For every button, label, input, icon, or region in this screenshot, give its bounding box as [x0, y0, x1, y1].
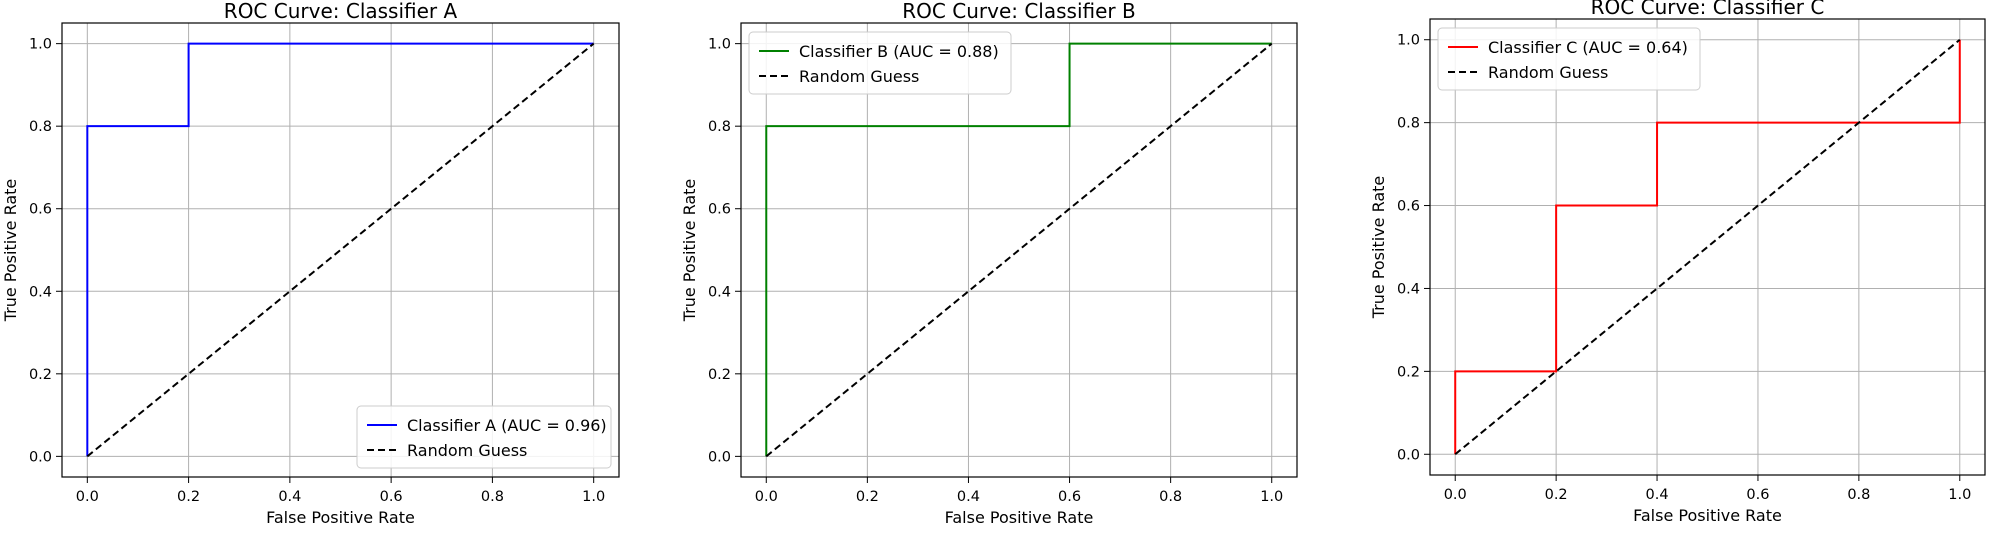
chart-title: ROC Curve: Classifier B	[902, 0, 1135, 23]
y-tick-label: 0.0	[708, 449, 731, 465]
x-axis-label: False Positive Rate	[266, 508, 415, 527]
random-guess-line	[765, 42, 1273, 458]
chart-title: ROC Curve: Classifier A	[224, 0, 458, 23]
random-guess-line	[86, 42, 595, 458]
roc-curve-line	[86, 42, 594, 457]
y-tick-label: 0.4	[29, 284, 52, 300]
x-tick-label: 0.6	[380, 489, 403, 505]
x-tick-label: 0.2	[856, 489, 879, 505]
legend-box	[748, 31, 1012, 95]
chart-title: ROC Curve: Classifier C	[1591, 0, 1825, 19]
x-tick-label: 0.8	[481, 489, 504, 505]
x-tick-label: 0.4	[278, 489, 301, 505]
roc-curve-line	[765, 42, 1272, 457]
y-tick-label: 1.0	[29, 37, 52, 53]
x-tick-label: 0.4	[1646, 487, 1669, 503]
legend-entry: Classifier A (AUC = 0.96)	[407, 416, 607, 435]
x-tick-label: 0.8	[1847, 487, 1870, 503]
y-tick-label: 0.2	[29, 367, 52, 383]
legend: Classifier C (AUC = 0.64) Random Guess	[1437, 27, 1701, 91]
x-tick-label: 1.0	[1948, 487, 1971, 503]
plot-frame	[61, 22, 620, 478]
y-tick-label: 1.0	[1397, 33, 1420, 49]
legend-entry: Classifier C (AUC = 0.64)	[1488, 38, 1688, 57]
x-tick-label: 0.8	[1159, 489, 1182, 505]
chart-panel-2: 0.0 0.2 0.4 0.6 0.8 1.0 0.0 0.2 0.4 0.6 0.8 1.0 ROC …	[680, 0, 1298, 527]
legend-entry: Random Guess	[799, 67, 919, 86]
chart-panel-3: 0.0 0.2 0.4 0.6 0.8 1.0 0.0 0.2 0.4 0.6 0.8 1.0 ROC …	[1369, 0, 1986, 525]
chart-panel-1: 0.0 0.2 0.4 0.6 0.8 1.0 0.0 0.2 0.4 0.6 0.8 1.0 ROC …	[1, 0, 620, 527]
y-tick-label: 0.2	[1397, 364, 1420, 380]
y-tick-label: 0.6	[1397, 199, 1420, 215]
x-tick-label: 1.0	[1260, 489, 1283, 505]
x-tick-label: 0.0	[1444, 487, 1467, 503]
y-axis-label: True Positive Rate	[1, 179, 20, 323]
y-tick-label: 0.8	[29, 119, 52, 135]
x-tick-label: 0.0	[755, 489, 778, 505]
x-tick-label: 0.6	[1058, 489, 1081, 505]
x-tick-label: 0.4	[957, 489, 980, 505]
y-tick-label: 1.0	[708, 37, 731, 53]
y-tick-label: 0.0	[1397, 447, 1420, 463]
y-axis-label: True Positive Rate	[680, 179, 699, 323]
legend-box	[1437, 27, 1701, 91]
y-tick-label: 0.8	[708, 119, 731, 135]
y-tick-label: 0.4	[1397, 281, 1420, 297]
y-tick-label: 0.2	[708, 367, 731, 383]
legend-entry: Random Guess	[1488, 63, 1608, 82]
x-tick-label: 0.0	[76, 489, 99, 505]
legend-box	[356, 405, 612, 469]
legend-entry: Random Guess	[407, 441, 527, 460]
y-axis-label: True Positive Rate	[1369, 176, 1388, 320]
x-tick-label: 0.2	[1545, 487, 1568, 503]
legend-entry: Classifier B (AUC = 0.88)	[799, 42, 999, 61]
x-axis-label: False Positive Rate	[945, 508, 1094, 527]
plot-frame	[740, 22, 1298, 478]
legend: Classifier B (AUC = 0.88) Random Guess	[748, 31, 1012, 95]
y-tick-label: 0.6	[29, 202, 52, 218]
x-tick-label: 1.0	[582, 489, 605, 505]
random-guess-line	[1454, 38, 1961, 456]
y-tick-label: 0.4	[708, 284, 731, 300]
x-axis-label: False Positive Rate	[1633, 506, 1782, 525]
plot-frame	[1429, 18, 1986, 476]
y-tick-label: 0.0	[29, 449, 52, 465]
y-tick-label: 0.6	[708, 202, 731, 218]
x-tick-label: 0.6	[1746, 487, 1769, 503]
x-tick-label: 0.2	[177, 489, 200, 505]
y-tick-label: 0.8	[1397, 116, 1420, 132]
roc-curve-line	[1454, 39, 1961, 455]
legend: Classifier A (AUC = 0.96) Random Guess	[356, 405, 612, 469]
